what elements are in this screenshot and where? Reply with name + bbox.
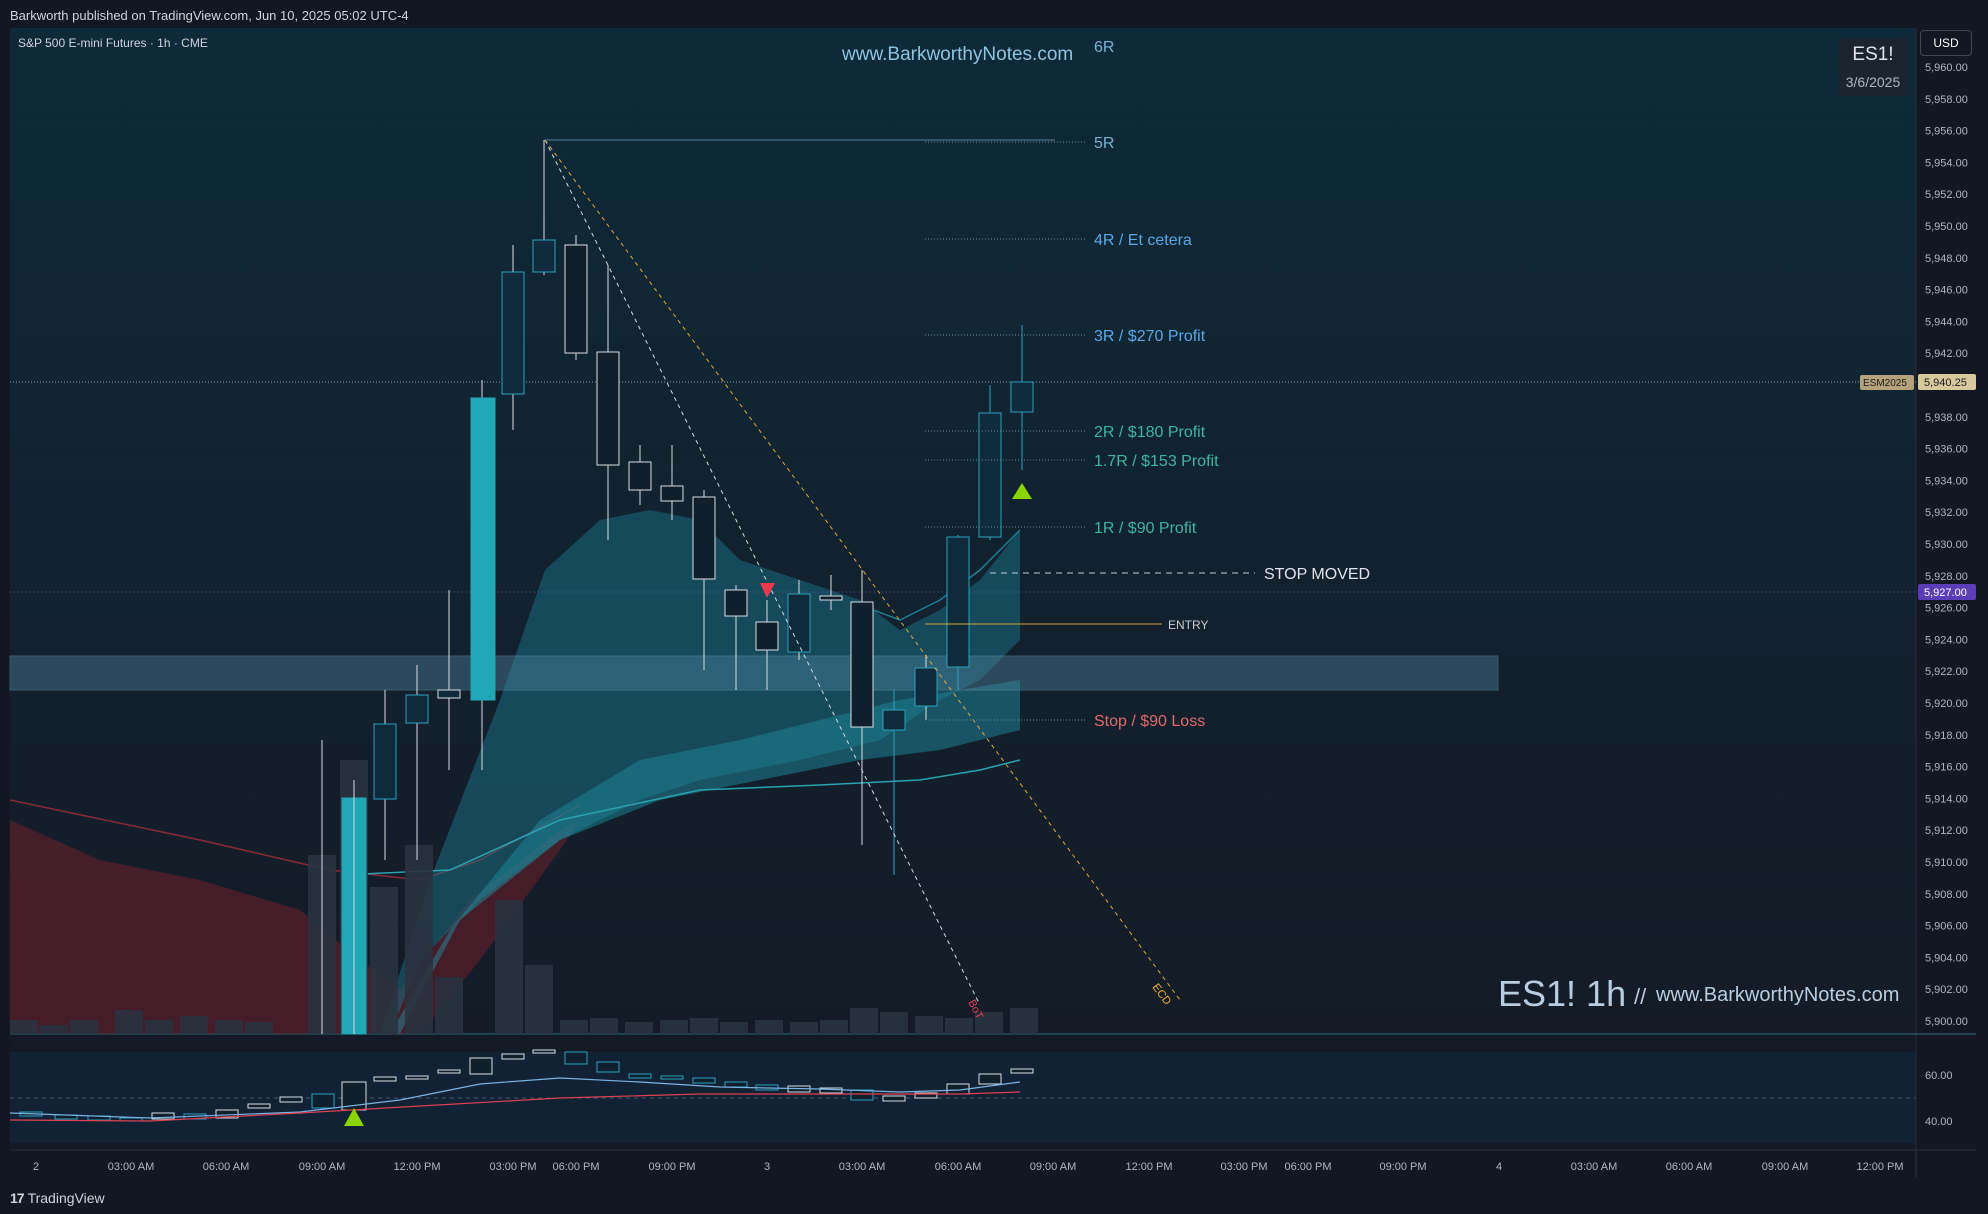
time-tick: 12:00 PM — [393, 1161, 440, 1173]
stop-loss-label: Stop / $90 Loss — [1094, 713, 1205, 730]
brand-text: TradingView — [27, 1190, 105, 1206]
indicator-tick: 40.00 — [1925, 1116, 1953, 1128]
price-tick: 5,914.00 — [1925, 793, 1968, 805]
price-tick: 5,926.00 — [1925, 603, 1968, 615]
publisher-text: Barkworth published on TradingView.com, … — [10, 8, 409, 23]
time-tick: 09:00 PM — [648, 1161, 695, 1173]
price-tick: 5,960.00 — [1925, 62, 1968, 74]
price-tick: 5,922.00 — [1925, 666, 1968, 678]
price-tick: 5,934.00 — [1925, 475, 1968, 487]
price-tick: 5,902.00 — [1925, 984, 1968, 996]
buy-signal-icon — [1012, 483, 1032, 499]
time-tick: 4 — [1496, 1161, 1502, 1173]
price-tick: 5,946.00 — [1925, 285, 1968, 297]
price-tick: 5,900.00 — [1925, 1016, 1968, 1028]
time-tick: 03:00 PM — [489, 1161, 536, 1173]
watermark-separator: // — [1634, 984, 1647, 1009]
symbol-name: ES1! — [1852, 44, 1894, 65]
price-tick: 5,958.00 — [1925, 94, 1968, 106]
price-tick: 5,908.00 — [1925, 889, 1968, 901]
time-tick: 03:00 PM — [1220, 1161, 1267, 1173]
time-tick: 12:00 PM — [1856, 1161, 1903, 1173]
time-tick: 03:00 AM — [1571, 1161, 1617, 1173]
time-tick: 03:00 AM — [108, 1161, 154, 1173]
time-tick: 09:00 AM — [299, 1161, 345, 1173]
support-zone[interactable] — [9, 655, 1499, 691]
price-tick: 5,938.00 — [1925, 412, 1968, 424]
price-axis[interactable]: 5,960.00 5,958.00 5,956.00 5,954.00 5,952.00… — [1925, 62, 1968, 1028]
time-axis[interactable]: 2 03:00 AM 06:00 AM 09:00 AM 12:00 PM 03:00 P… — [33, 1161, 1904, 1173]
price-tick: 5,948.00 — [1925, 253, 1968, 265]
watermark-site: www.BarkworthyNotes.com — [1655, 984, 1899, 1006]
symbol-date: 3/6/2025 — [1845, 74, 1901, 90]
price-tick: 5,930.00 — [1925, 539, 1968, 551]
website-label[interactable]: www.BarkworthyNotes.com — [841, 44, 1073, 65]
indicator-buy-signal-icon — [344, 1108, 364, 1126]
stop-moved-label: STOP MOVED — [1264, 566, 1370, 583]
last-price-tag: 5,940.25 — [1924, 377, 1967, 389]
time-tick: 09:00 PM — [1379, 1161, 1426, 1173]
ecd-trendline[interactable] — [544, 139, 1181, 1001]
level-3r: 3R / $270 Profit — [1094, 328, 1206, 345]
currency-button[interactable]: USD — [1920, 30, 1972, 56]
price-tick: 5,924.00 — [1925, 634, 1968, 646]
volume-bars — [10, 760, 1038, 1034]
instrument-title[interactable]: S&P 500 E-mini Futures · 1h · CME — [18, 36, 208, 50]
time-tick: 06:00 AM — [935, 1161, 981, 1173]
price-tick: 5,904.00 — [1925, 952, 1968, 964]
price-tick: 5,954.00 — [1925, 157, 1968, 169]
watermark-symbol: ES1! 1h — [1498, 973, 1626, 1014]
price-tick: 5,916.00 — [1925, 762, 1968, 774]
price-tick: 5,918.00 — [1925, 730, 1968, 742]
contract-tag: ESM2025 — [1863, 378, 1907, 389]
level-4r: 4R / Et cetera — [1094, 232, 1192, 249]
price-tick: 5,942.00 — [1925, 348, 1968, 360]
candles — [321, 140, 1034, 1035]
tradingview-brand[interactable]: 17 TradingView — [10, 1190, 105, 1206]
time-tick: 06:00 AM — [203, 1161, 249, 1173]
price-tick: 5,932.00 — [1925, 507, 1968, 519]
price-tick: 5,928.00 — [1925, 571, 1968, 583]
time-tick: 09:00 AM — [1762, 1161, 1808, 1173]
time-tick: 06:00 AM — [1666, 1161, 1712, 1173]
price-tick: 5,952.00 — [1925, 189, 1968, 201]
indicator-tick: 60.00 — [1925, 1070, 1953, 1082]
main-pane[interactable] — [10, 28, 1916, 1034]
entry-label: ENTRY — [1168, 618, 1208, 632]
time-tick: 2 — [33, 1161, 39, 1173]
price-tick: 5,944.00 — [1925, 316, 1968, 328]
level-2r: 2R / $180 Profit — [1094, 424, 1206, 441]
level-6r: 6R — [1094, 39, 1114, 56]
time-tick: 12:00 PM — [1125, 1161, 1172, 1173]
publisher-bar: Barkworth published on TradingView.com, … — [0, 0, 1988, 28]
price-tick: 5,956.00 — [1925, 126, 1968, 138]
sell-signal-icon — [760, 583, 775, 598]
price-tick: 5,936.00 — [1925, 444, 1968, 456]
bot-trendline[interactable] — [544, 139, 981, 1006]
level-1r: 1R / $90 Profit — [1094, 520, 1197, 537]
time-tick: 06:00 PM — [552, 1161, 599, 1173]
footer-bar: 17 TradingView — [0, 1180, 1988, 1214]
tradingview-logo-icon: 17 — [10, 1190, 25, 1206]
entry-price-tag: 5,927.00 — [1924, 587, 1967, 599]
time-tick: 06:00 PM — [1284, 1161, 1331, 1173]
price-tick: 5,906.00 — [1925, 921, 1968, 933]
time-tick: 3 — [764, 1161, 770, 1173]
time-tick: 09:00 AM — [1030, 1161, 1076, 1173]
price-tick: 5,950.00 — [1925, 221, 1968, 233]
level-1-7r: 1.7R / $153 Profit — [1094, 453, 1219, 470]
price-tick: 5,920.00 — [1925, 698, 1968, 710]
price-tick: 5,912.00 — [1925, 825, 1968, 837]
indicator-axis: 60.00 40.00 — [1925, 1070, 1953, 1128]
time-tick: 03:00 AM — [839, 1161, 885, 1173]
price-tick: 5,910.00 — [1925, 857, 1968, 869]
level-5r: 5R — [1094, 135, 1114, 152]
symbol-box: ES1! 3/6/2025 — [1838, 38, 1908, 96]
